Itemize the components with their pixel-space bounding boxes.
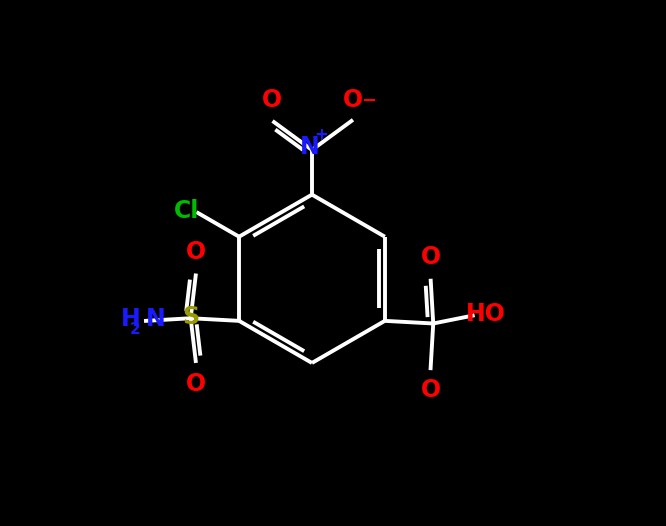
Text: O: O bbox=[186, 372, 206, 397]
Text: O: O bbox=[420, 378, 441, 402]
Text: S: S bbox=[182, 305, 199, 329]
Text: O: O bbox=[186, 240, 206, 264]
Text: 2: 2 bbox=[130, 322, 141, 337]
Text: O: O bbox=[343, 87, 363, 112]
Text: O: O bbox=[261, 87, 282, 112]
Text: H: H bbox=[121, 307, 141, 331]
Text: −: − bbox=[361, 92, 376, 110]
Text: N: N bbox=[146, 307, 166, 331]
Text: O: O bbox=[420, 245, 441, 269]
Text: N: N bbox=[300, 135, 319, 159]
Text: Cl: Cl bbox=[174, 199, 199, 224]
Text: +: + bbox=[314, 126, 328, 144]
Text: HO: HO bbox=[466, 302, 505, 326]
